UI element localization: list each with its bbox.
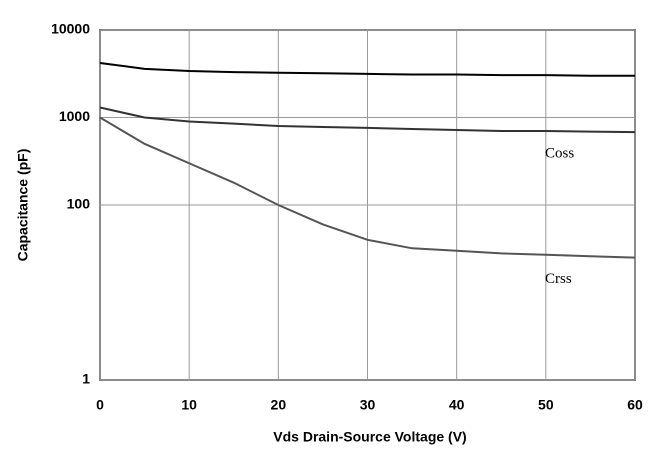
series-label: Coss [545,146,574,162]
x-tick-label: 10 [181,397,197,413]
x-tick-label: 30 [360,397,376,413]
x-tick-label: 50 [538,397,554,413]
x-tick-label: 40 [449,397,465,413]
x-tick-label: 20 [271,397,287,413]
series-label: Crss [545,271,572,287]
y-axis-label: Capacitance (pF) [15,149,31,262]
chart: Vds Drain-Source Voltage (V) Capacitance… [0,0,657,459]
y-tick-label: 100 [67,196,91,212]
x-tick-label: 60 [627,397,643,413]
y-tick-label: 1 [82,371,90,387]
x-axis-label: Vds Drain-Source Voltage (V) [273,429,466,445]
y-tick-label: 10000 [51,21,90,37]
y-tick-label: 1000 [59,108,90,124]
x-tick-label: 0 [96,397,104,413]
